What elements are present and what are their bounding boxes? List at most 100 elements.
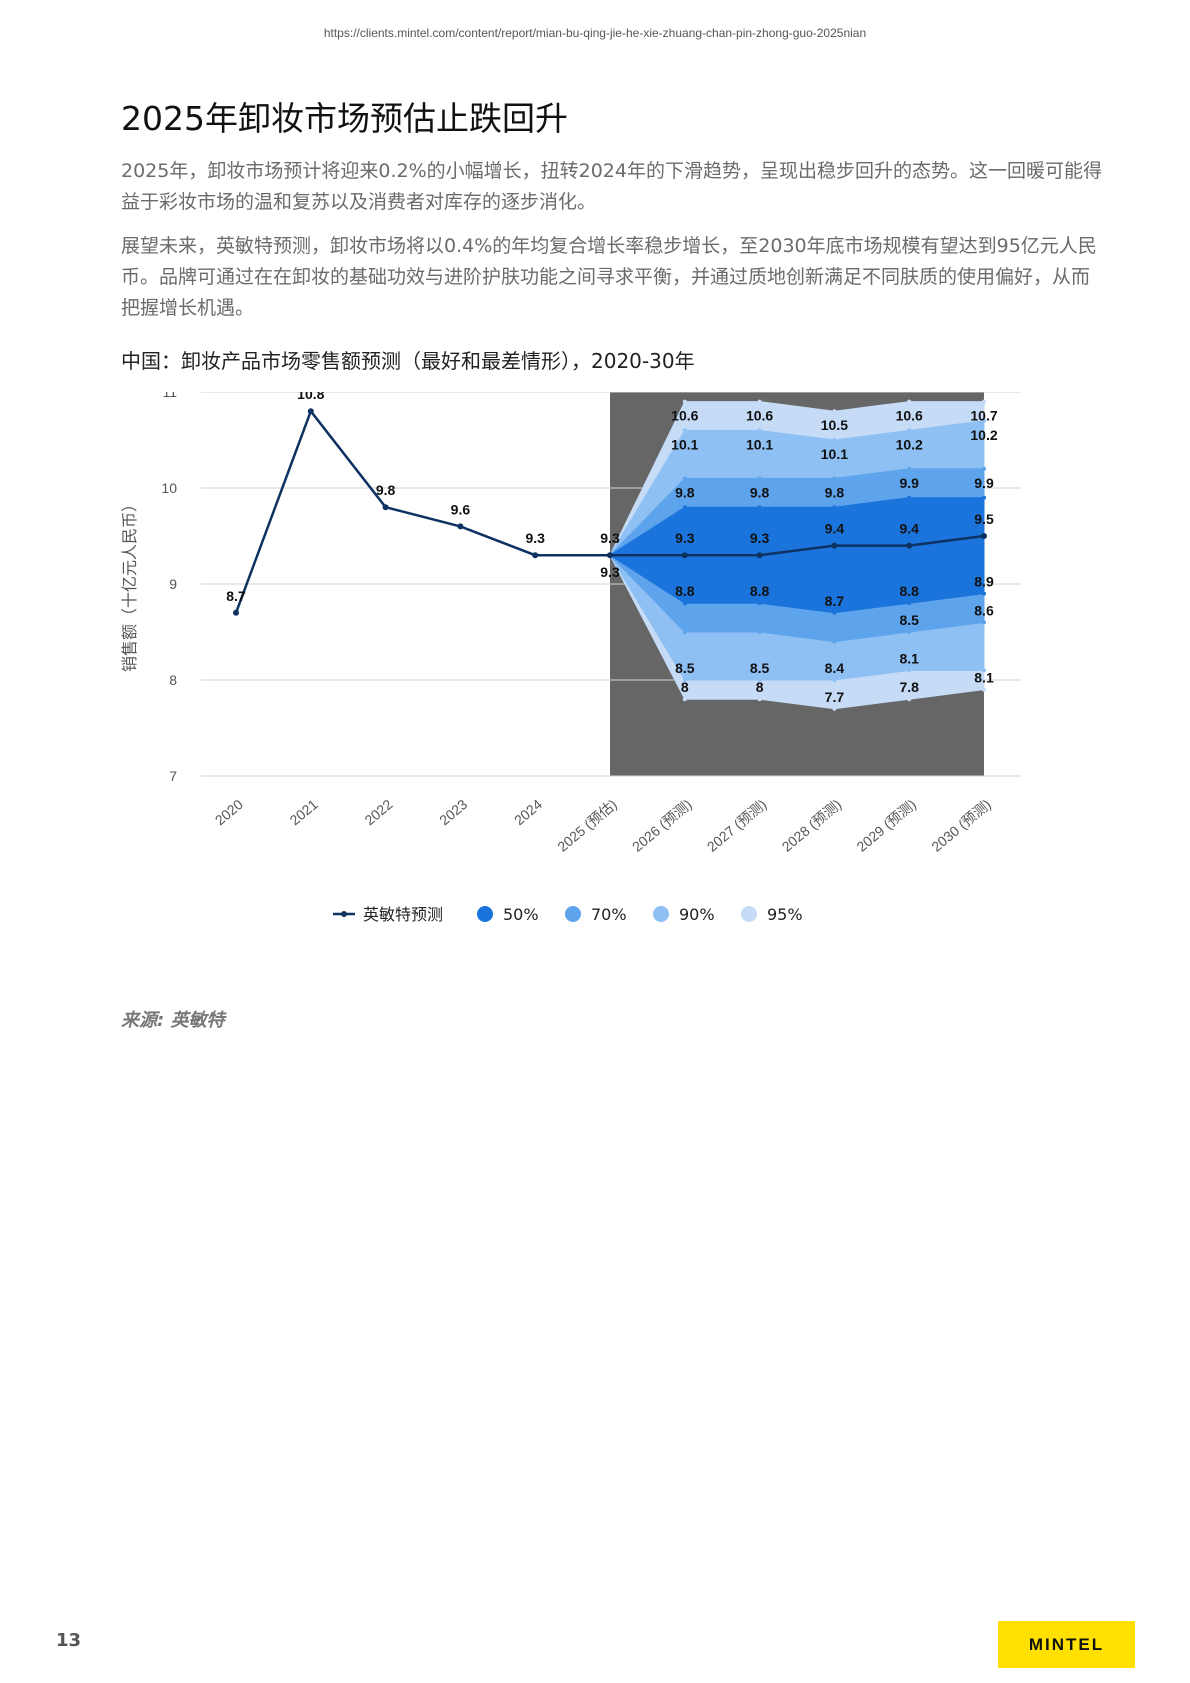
band-point [757, 697, 762, 702]
band-point [682, 697, 687, 702]
band-point [982, 466, 986, 471]
legend-label: 50% [503, 905, 539, 924]
data-label: 10.2 [970, 427, 997, 443]
band-point [757, 428, 762, 433]
data-label: 8.1 [974, 670, 994, 686]
legend-label: 95% [767, 905, 803, 924]
data-label: 9.3 [600, 530, 620, 546]
data-label: 8.8 [899, 583, 919, 599]
data-label: 9.8 [825, 484, 845, 500]
band-point [757, 505, 762, 510]
band-point [982, 620, 986, 625]
series-point [981, 533, 987, 539]
data-label: 10.2 [896, 436, 923, 452]
x-tick-label: 2021 [287, 796, 321, 828]
data-label: 10.7 [970, 408, 997, 424]
data-label: 9.9 [899, 475, 919, 491]
legend-label: 英敏特预测 [363, 905, 443, 924]
paragraph-1: 2025年，卸妆市场预计将迎来0.2%的小幅增长，扭转2024年的下滑趋势，呈现… [121, 160, 1102, 213]
data-label: 10.5 [821, 417, 848, 433]
y-tick-label: 9 [169, 576, 177, 592]
data-label: 10.1 [746, 436, 773, 452]
data-label: 9.5 [974, 511, 994, 527]
band-point [682, 630, 687, 634]
legend-swatch [653, 906, 669, 922]
data-label: 8.6 [974, 602, 994, 618]
data-label: 8.7 [226, 588, 246, 604]
legend-swatch-point [341, 911, 347, 917]
data-label: 7.8 [899, 679, 919, 695]
band-point [907, 428, 912, 433]
y-tick-label: 7 [169, 768, 177, 784]
data-label: 10.6 [746, 408, 773, 424]
x-tick-label: 2026 (预测) [629, 796, 695, 855]
band-point [832, 678, 837, 682]
data-label: 8.9 [974, 574, 994, 590]
band-point [982, 418, 986, 423]
band-point [982, 591, 986, 596]
band-point [907, 668, 912, 673]
y-tick-label: 10 [161, 480, 177, 496]
x-tick-label: 2024 [511, 796, 545, 828]
data-label: 8.1 [899, 650, 919, 666]
band-point [757, 601, 762, 606]
data-label: 8.8 [750, 583, 770, 599]
series-point [906, 542, 913, 549]
band-point [907, 697, 912, 702]
data-label: 8.7 [825, 593, 845, 609]
band-point [832, 639, 837, 644]
band-point [757, 678, 762, 682]
band-point [682, 476, 687, 481]
page-url: https://clients.mintel.com/content/repor… [323, 26, 867, 40]
page-title: 2025年卸妆市场预估止跌回升 [121, 99, 568, 138]
source-note: 来源: 英敏特 [121, 1010, 225, 1031]
series-point [756, 552, 763, 559]
data-label: 8.8 [675, 583, 695, 599]
band-point [832, 610, 837, 615]
y-axis-label: 销售额（十亿元人民币） [120, 496, 139, 672]
forecast-chart: 7 8 9 10 11 销售额（十亿元人民币） 10.6 10.6 10.5 10.6 10.7 8 8… [120, 392, 1021, 924]
legend-swatch [741, 906, 757, 922]
data-label: 8 [681, 679, 689, 695]
chart-title: 中国：卸妆产品市场零售额预测（最好和最差情形），2020-30年 [121, 349, 695, 373]
x-tick-label: 2028 (预测) [779, 796, 845, 855]
legend-swatch [565, 906, 581, 922]
legend-label: 90% [679, 905, 715, 924]
x-tick-label: 2023 [436, 796, 470, 828]
band-point [682, 428, 687, 433]
series-point [382, 504, 389, 511]
band-point [832, 438, 837, 442]
data-label: 8.5 [899, 612, 919, 628]
series-point [457, 523, 464, 530]
legend-label: 70% [591, 905, 627, 924]
data-label: 9.3 [525, 530, 545, 546]
x-tick-label: 2020 [212, 796, 246, 828]
data-label: 10.6 [896, 408, 923, 424]
page-number: 13 [56, 1630, 82, 1651]
band-point [907, 601, 912, 606]
paragraph-2: 展望未来，英敏特预测，卸妆市场将以0.4%的年均复合增长率稳步增长，至2030年… [121, 235, 1097, 319]
band-point [982, 399, 986, 404]
series-point [681, 552, 688, 559]
band-50 [609, 497, 985, 614]
data-label: 10.1 [821, 446, 848, 462]
data-label: 9.4 [899, 521, 919, 537]
data-label: 9.8 [675, 484, 695, 500]
x-tick-label: 2030 (预测) [928, 796, 994, 855]
band-point [982, 495, 986, 500]
band-point [757, 399, 762, 404]
data-label: 10.6 [671, 408, 698, 424]
data-label: 9.3 [675, 530, 695, 546]
series-point [233, 609, 239, 616]
x-tick-label: 2027 (预测) [704, 796, 770, 855]
x-tick-label: 2022 [361, 796, 395, 828]
data-label: 8.5 [750, 660, 770, 676]
series-point [532, 552, 539, 559]
data-label: 8.5 [675, 660, 695, 676]
band-point [682, 678, 687, 682]
band-point [682, 505, 687, 510]
series-point [307, 408, 314, 415]
band-point [832, 706, 837, 711]
band-point [682, 399, 687, 404]
band-point [982, 687, 986, 692]
